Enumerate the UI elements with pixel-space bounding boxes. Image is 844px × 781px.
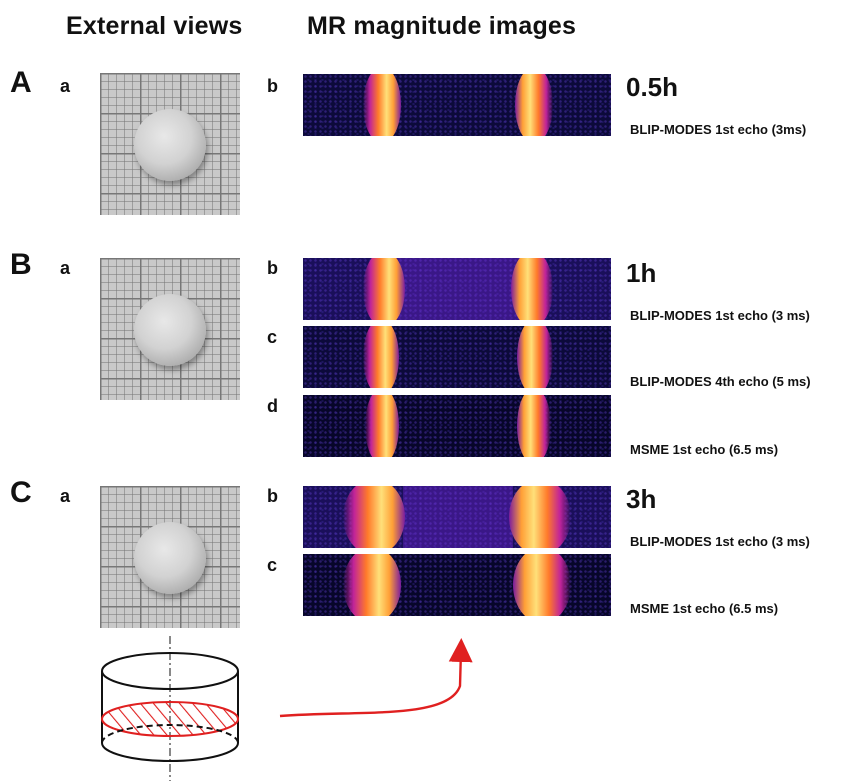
panel-letter-a: A [10, 66, 32, 99]
right-edge-band [513, 554, 571, 616]
panel-b-mr-image-b [303, 258, 611, 320]
right-edge-band [509, 486, 571, 548]
panel-b-mr-image-d [303, 395, 611, 457]
panel-b-mr-image-c [303, 326, 611, 388]
panel-letter-b: B [10, 248, 32, 281]
left-edge-band [363, 326, 399, 388]
center-noise [393, 258, 523, 320]
tablet [134, 109, 206, 181]
panel-b-caption-b: BLIP-MODES 1st echo (3 ms) [630, 308, 810, 323]
left-edge-band [363, 258, 405, 320]
panel-b-photo-label: a [60, 258, 71, 278]
panel-a-time: 0.5h [626, 72, 679, 102]
panel-c-image-c-label: c [267, 555, 278, 575]
panel-b-caption-c: BLIP-MODES 4th echo (5 ms) [630, 374, 811, 389]
panel-c-external-photo [100, 486, 240, 628]
panel-b-time: 1h [626, 258, 657, 288]
mr-images-heading: MR magnitude images [307, 12, 577, 40]
tablet [134, 522, 206, 594]
panel-a-image-b-label: b [267, 76, 278, 96]
panel-a-mr-image-b [303, 74, 611, 136]
tablet [134, 294, 206, 366]
panel-a-photo-label: a [60, 76, 71, 96]
left-edge-band [365, 395, 399, 457]
center-noise [403, 486, 513, 548]
panel-c-photo-label: a [60, 486, 71, 506]
right-edge-band [515, 74, 553, 136]
panel-c-time: 3h [626, 484, 657, 514]
left-edge-band [363, 74, 401, 136]
panel-b-image-d-label: d [267, 396, 278, 416]
right-edge-band [517, 395, 551, 457]
panel-a-caption-b: BLIP-MODES 1st echo (3ms) [630, 122, 807, 137]
left-edge-band [343, 486, 405, 548]
panel-letter-c: C [10, 476, 32, 509]
left-edge-band [343, 554, 401, 616]
arrow-curve [279, 638, 473, 718]
cylinder-bottom-back [101, 724, 239, 744]
external-views-heading: External views [66, 12, 243, 40]
right-edge-band [517, 326, 553, 388]
panel-c-caption-b: BLIP-MODES 1st echo (3 ms) [630, 534, 810, 549]
panel-b-caption-d: MSME 1st echo (6.5 ms) [630, 442, 779, 457]
panel-b-image-c-label: c [267, 327, 278, 347]
panel-b-image-b-label: b [267, 258, 278, 278]
panel-c-mr-image-b [303, 486, 611, 548]
red-arrow [279, 638, 473, 718]
panel-a-external-photo [100, 73, 240, 215]
panel-c-mr-image-c [303, 554, 611, 616]
hatched-slice [101, 701, 239, 737]
right-edge-band [511, 258, 553, 320]
panel-c-caption-c: MSME 1st echo (6.5 ms) [630, 601, 779, 616]
cylinder-schematic [101, 636, 239, 781]
panel-c-image-b-label: b [267, 486, 278, 506]
cylinder-bottom-front [101, 742, 239, 762]
panel-b-external-photo [100, 258, 240, 400]
